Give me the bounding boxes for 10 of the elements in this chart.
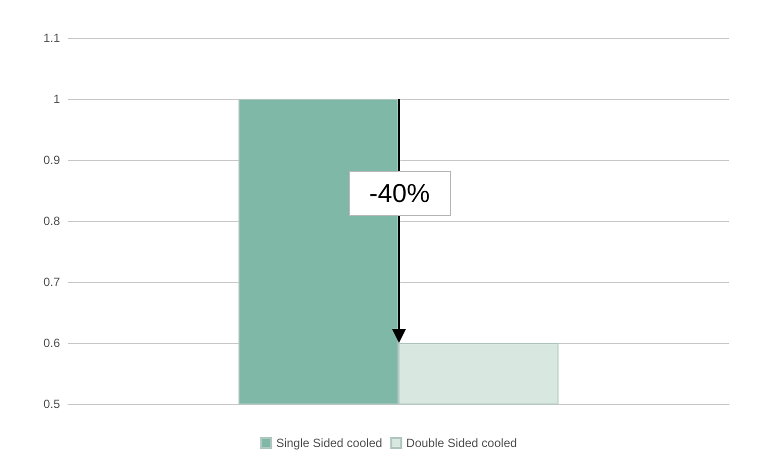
y-tick-label: 0.5: [43, 397, 60, 411]
y-tick-label: 0.7: [43, 275, 60, 289]
annotation: -40%: [348, 171, 450, 216]
y-tick-label: 1: [53, 92, 60, 106]
y-tick-label: 0.9: [43, 153, 60, 167]
y-tick-label: 1.1: [43, 31, 60, 45]
legend-label: Double Sided cooled: [406, 436, 517, 450]
legend-label: Single Sided cooled: [276, 436, 382, 450]
y-tick-label: 0.8: [43, 214, 60, 228]
y-tick-label: 0.6: [43, 336, 60, 350]
